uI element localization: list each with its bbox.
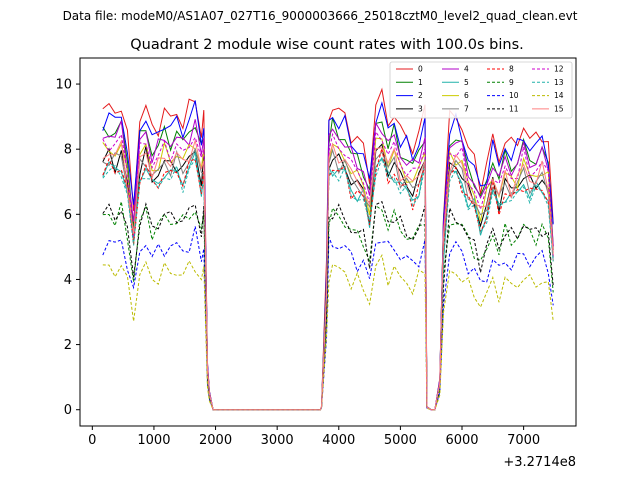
legend-label-14: 14	[554, 91, 564, 100]
y-axis: 0 2 4 6 8 10	[55, 78, 80, 418]
legend-label-12: 12	[554, 65, 564, 74]
y-tick-label: 8	[64, 143, 72, 158]
series-line-5	[102, 150, 554, 411]
y-tick-label: 0	[64, 403, 72, 418]
series-line-9	[102, 201, 554, 411]
legend-label-1: 1	[418, 78, 423, 87]
y-tick-label: 4	[64, 273, 72, 288]
legend-label-6: 6	[464, 91, 469, 100]
series-line-7	[102, 147, 554, 411]
data-file-label: Data file: modeM0/AS1A07_027T16_90000036…	[63, 9, 578, 23]
legend-label-13: 13	[554, 78, 564, 87]
y-tick-label: 2	[64, 338, 72, 353]
x-tick-label: 6000	[445, 433, 478, 448]
legend-label-7: 7	[464, 105, 469, 114]
legend-label-10: 10	[509, 91, 519, 100]
y-tick-label: 6	[64, 208, 72, 223]
x-tick-label: 2000	[199, 433, 232, 448]
chart-title: Quadrant 2 module wise count rates with …	[130, 37, 524, 53]
x-tick-label: 4000	[322, 433, 355, 448]
legend-label-4: 4	[464, 65, 469, 74]
legend-label-11: 11	[509, 105, 519, 114]
series-line-1	[102, 117, 554, 411]
legend-label-5: 5	[464, 78, 469, 87]
legend-label-3: 3	[418, 105, 423, 114]
series-line-11	[102, 201, 554, 411]
x-axis-offset-label: +3.2714e8	[503, 455, 576, 470]
legend-label-15: 15	[554, 105, 564, 114]
legend-label-8: 8	[509, 65, 514, 74]
series-line-0	[102, 87, 554, 411]
x-tick-label: 7000	[507, 433, 540, 448]
legend-box	[389, 61, 573, 119]
series-line-10	[102, 226, 554, 411]
series-line-2	[102, 100, 554, 411]
legend-label-2: 2	[418, 91, 423, 100]
x-tick-label: 0	[88, 433, 96, 448]
axes-frame	[79, 57, 577, 427]
x-tick-label: 3000	[261, 433, 294, 448]
legend-label-0: 0	[418, 65, 423, 74]
x-axis: 0 1000 2000 3000 4000 5000 6000 7000	[88, 426, 540, 448]
series-line-15	[102, 139, 554, 411]
series-line-4	[102, 119, 554, 411]
plot-area	[102, 87, 554, 411]
legend-label-9: 9	[509, 78, 514, 87]
y-tick-label: 10	[55, 78, 72, 93]
series-line-14	[102, 253, 554, 411]
series-line-8	[102, 148, 554, 411]
x-tick-label: 1000	[137, 433, 170, 448]
series-line-13	[102, 156, 554, 411]
x-tick-label: 5000	[384, 433, 417, 448]
